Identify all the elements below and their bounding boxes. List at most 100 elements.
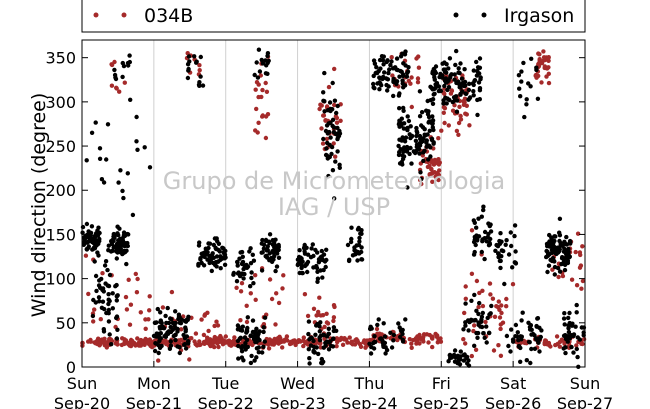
data-point — [263, 71, 269, 76]
data-point — [176, 314, 182, 319]
data-point — [409, 161, 414, 166]
data-point — [192, 54, 197, 59]
data-point — [129, 339, 135, 344]
data-point — [243, 341, 248, 346]
data-point — [355, 258, 360, 263]
data-point — [400, 337, 406, 342]
data-point — [280, 345, 285, 350]
data-point — [84, 158, 89, 163]
data-point — [205, 340, 210, 346]
data-point — [415, 76, 421, 81]
data-point — [521, 60, 526, 66]
data-point — [208, 337, 213, 343]
data-point — [202, 254, 207, 260]
data-point — [334, 110, 339, 116]
data-point — [249, 275, 254, 281]
data-point — [463, 296, 468, 301]
data-point — [317, 106, 322, 112]
data-point — [165, 305, 170, 311]
data-point — [401, 85, 406, 90]
data-point — [88, 232, 93, 238]
data-point — [194, 60, 199, 65]
data-point — [332, 66, 337, 72]
data-point — [371, 73, 376, 79]
data-point — [381, 62, 386, 67]
data-point — [371, 346, 377, 351]
data-point — [397, 124, 402, 129]
data-point — [236, 356, 241, 361]
data-point — [414, 133, 419, 139]
data-point — [320, 275, 325, 280]
data-point — [419, 176, 424, 182]
data-point — [449, 72, 454, 77]
data-point — [430, 344, 435, 350]
data-point — [227, 342, 232, 347]
data-point — [89, 130, 95, 135]
data-point — [391, 78, 396, 84]
data-point — [330, 117, 336, 123]
data-point — [411, 149, 416, 154]
data-point — [105, 267, 110, 273]
data-point — [323, 152, 329, 158]
data-point — [264, 89, 270, 95]
data-point — [276, 300, 282, 306]
data-point — [542, 65, 547, 71]
data-point — [441, 105, 447, 110]
data-point — [248, 261, 254, 266]
data-point — [398, 328, 404, 333]
data-point — [475, 335, 480, 340]
data-point — [473, 347, 479, 352]
data-point — [448, 355, 453, 360]
data-point — [280, 286, 285, 291]
data-point — [177, 350, 182, 356]
data-point — [349, 236, 354, 242]
data-point — [554, 251, 559, 256]
data-point — [202, 313, 207, 318]
data-point — [488, 222, 493, 227]
data-point — [213, 246, 219, 252]
data-point — [231, 338, 236, 344]
data-point — [574, 302, 579, 308]
data-point — [262, 339, 267, 344]
data-point — [94, 288, 99, 294]
data-point — [97, 299, 102, 304]
data-point — [383, 345, 388, 350]
data-point — [474, 278, 480, 284]
data-point — [311, 349, 316, 354]
data-point — [126, 277, 131, 282]
data-point — [375, 81, 380, 86]
data-point — [396, 321, 401, 326]
data-point — [512, 233, 517, 239]
data-point — [109, 62, 115, 68]
data-point — [427, 332, 432, 338]
data-point — [567, 254, 572, 259]
data-point — [574, 343, 579, 348]
data-point — [173, 337, 178, 343]
data-point — [159, 343, 164, 349]
x-tick-label-day: Fri — [432, 374, 451, 393]
data-point — [262, 315, 268, 320]
data-point — [557, 344, 562, 349]
data-point — [557, 230, 562, 235]
data-point — [197, 83, 202, 89]
data-point — [433, 85, 438, 91]
data-point — [254, 80, 260, 85]
data-point — [357, 239, 362, 244]
data-point — [519, 79, 524, 84]
data-point — [335, 103, 340, 109]
data-point — [409, 75, 414, 80]
data-point — [210, 342, 215, 348]
data-point — [463, 341, 468, 346]
data-point — [319, 126, 324, 131]
data-point — [524, 358, 529, 363]
data-point — [386, 70, 391, 76]
data-point — [157, 338, 162, 344]
data-point — [216, 241, 222, 246]
x-tick-label-day: Sun — [67, 374, 97, 393]
data-point — [445, 96, 450, 101]
data-point — [467, 81, 472, 87]
data-point — [419, 110, 425, 115]
data-point — [256, 94, 261, 100]
data-point — [402, 121, 407, 126]
data-point — [197, 62, 202, 68]
